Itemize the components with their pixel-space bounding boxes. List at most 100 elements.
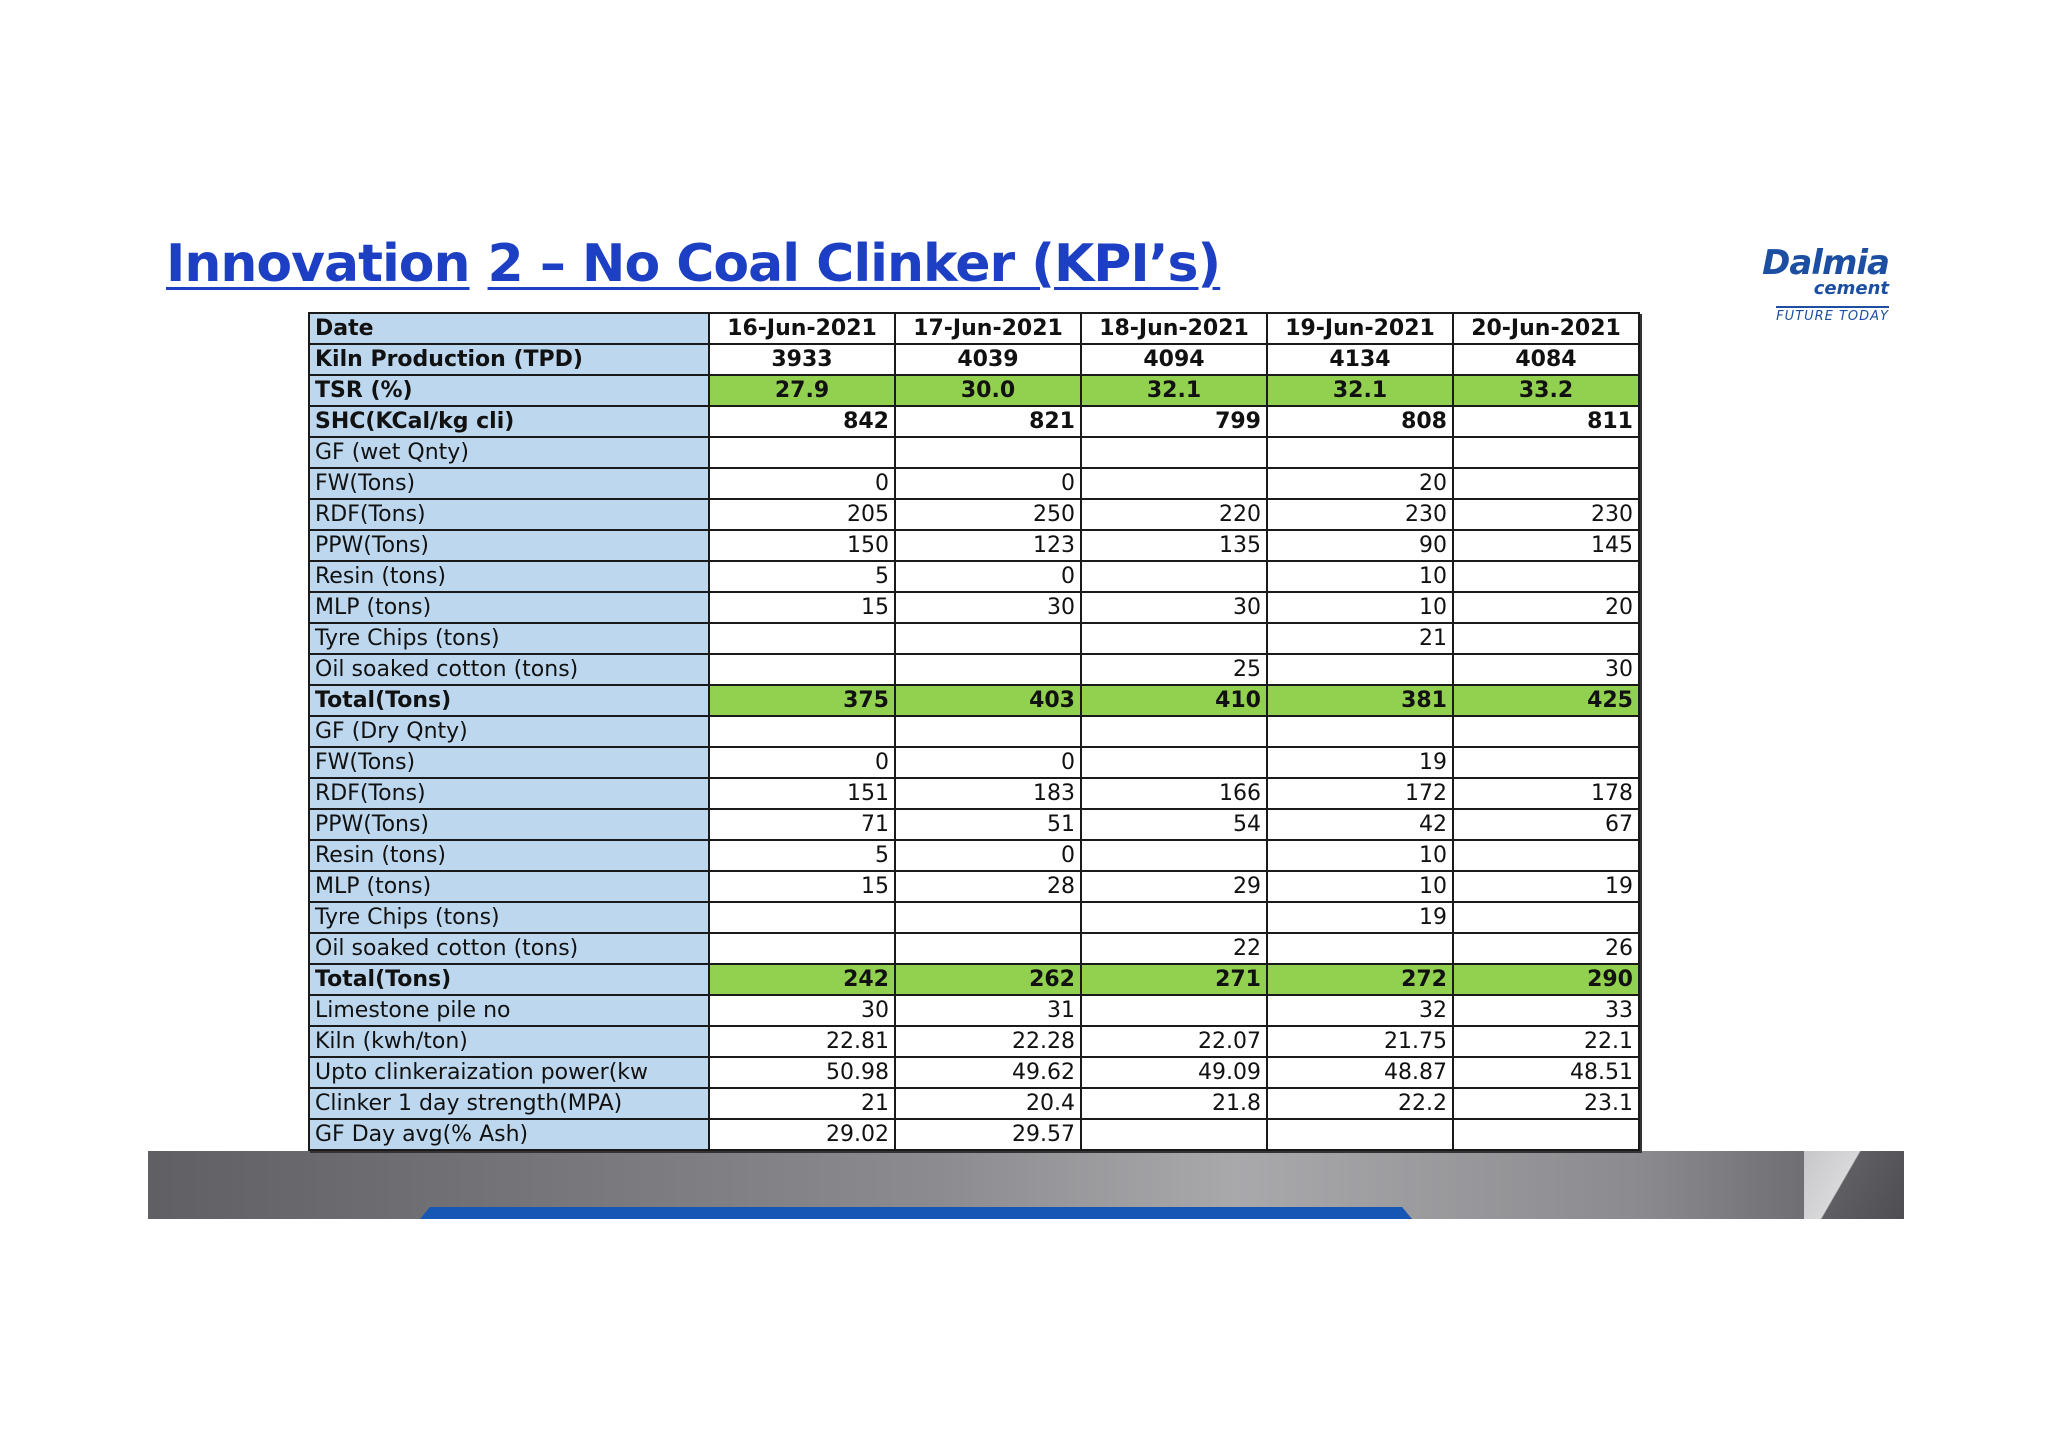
row-label: GF (wet Qnty) [308, 436, 710, 469]
table-cell: 403 [894, 684, 1082, 717]
kpi-table-body: Date 16-Jun-2021 17-Jun-2021 18-Jun-2021… [308, 312, 1640, 1151]
table-row: TSR (%) 27.9 30.0 32.1 32.1 33.2 [308, 374, 1640, 407]
table-cell: 4084 [1452, 343, 1640, 376]
table-cell: 21 [1266, 622, 1454, 655]
table-cell: 842 [708, 405, 896, 438]
table-cell: 22.1 [1452, 1025, 1640, 1058]
table-cell: 10 [1266, 560, 1454, 593]
table-cell: 22.28 [894, 1025, 1082, 1058]
table-row: Oil soaked cotton (tons) 25 30 [308, 653, 1640, 686]
table-cell: 27.9 [708, 374, 896, 407]
table-cell: 135 [1080, 529, 1268, 562]
table-cell: 23.1 [1452, 1087, 1640, 1120]
row-label: SHC(KCal/kg cli) [308, 405, 710, 438]
row-label: FW(Tons) [308, 467, 710, 500]
table-cell: 272 [1266, 963, 1454, 996]
table-cell [1080, 560, 1268, 593]
table-cell [708, 715, 896, 748]
row-label: FW(Tons) [308, 746, 710, 779]
table-row: PPW(Tons) 71 51 54 42 67 [308, 808, 1640, 841]
dalmia-cement-logo: Dalmia cement FUTURE TODAY [1745, 246, 1895, 326]
table-cell [708, 932, 896, 965]
table-row: FW(Tons) 0 0 19 [308, 746, 1640, 779]
table-cell: 19 [1266, 746, 1454, 779]
header-date-cell: 20-Jun-2021 [1452, 312, 1640, 345]
row-label: Kiln (kwh/ton) [308, 1025, 710, 1058]
table-cell: 22.81 [708, 1025, 896, 1058]
table-cell [1452, 622, 1640, 655]
table-cell: 10 [1266, 870, 1454, 903]
table-cell: 0 [894, 839, 1082, 872]
row-label: Limestone pile no [308, 994, 710, 1027]
table-cell [1080, 715, 1268, 748]
row-label: Total(Tons) [308, 684, 710, 717]
slide-title-part2: 2 – No Coal Clinker (KPI’s) [487, 234, 1222, 294]
table-cell: 0 [894, 746, 1082, 779]
table-cell: 375 [708, 684, 896, 717]
row-label: Kiln Production (TPD) [308, 343, 710, 376]
table-cell: 25 [1080, 653, 1268, 686]
table-cell: 22.07 [1080, 1025, 1268, 1058]
table-cell [708, 901, 896, 934]
table-cell: 799 [1080, 405, 1268, 438]
table-cell [894, 653, 1082, 686]
row-label: PPW(Tons) [308, 808, 710, 841]
row-label: Tyre Chips (tons) [308, 901, 710, 934]
table-cell: 22 [1080, 932, 1268, 965]
table-cell [708, 436, 896, 469]
table-cell [894, 932, 1082, 965]
table-row: Tyre Chips (tons) 19 [308, 901, 1640, 934]
logo-brand: Dalmia [1762, 243, 1890, 283]
table-cell [1266, 653, 1454, 686]
logo-tagline: FUTURE TODAY [1776, 306, 1889, 323]
table-cell: 48.51 [1452, 1056, 1640, 1089]
table-cell: 0 [894, 560, 1082, 593]
table-cell: 811 [1452, 405, 1640, 438]
table-cell: 33.2 [1452, 374, 1640, 407]
table-row: Clinker 1 day strength(MPA) 21 20.4 21.8 22.… [308, 1087, 1640, 1120]
table-cell: 67 [1452, 808, 1640, 841]
table-cell: 178 [1452, 777, 1640, 810]
logo-sub: cement [1813, 278, 1889, 299]
table-cell: 29.02 [708, 1118, 896, 1151]
row-label: Oil soaked cotton (tons) [308, 653, 710, 686]
footer-band-accent [420, 1207, 1412, 1219]
table-cell: 10 [1266, 591, 1454, 624]
table-cell: 30.0 [894, 374, 1082, 407]
table-cell [1080, 1118, 1268, 1151]
table-cell: 0 [708, 467, 896, 500]
table-cell: 205 [708, 498, 896, 531]
table-row: MLP (tons) 15 28 29 10 19 [308, 870, 1640, 903]
header-date-cell: 18-Jun-2021 [1080, 312, 1268, 345]
table-cell [1080, 436, 1268, 469]
table-cell: 3933 [708, 343, 896, 376]
table-cell: 145 [1452, 529, 1640, 562]
table-row: Total(Tons) 375 403 410 381 425 [308, 684, 1640, 717]
row-label: PPW(Tons) [308, 529, 710, 562]
table-cell [1452, 1118, 1640, 1151]
table-cell: 242 [708, 963, 896, 996]
table-cell [1452, 560, 1640, 593]
table-cell: 50.98 [708, 1056, 896, 1089]
table-cell [1452, 839, 1640, 872]
table-cell: 32.1 [1080, 374, 1268, 407]
table-cell [1080, 994, 1268, 1027]
table-cell: 21.75 [1266, 1025, 1454, 1058]
table-cell: 21.8 [1080, 1087, 1268, 1120]
table-cell: 48.87 [1266, 1056, 1454, 1089]
table-cell [1452, 901, 1640, 934]
table-cell: 0 [708, 746, 896, 779]
table-cell: 230 [1266, 498, 1454, 531]
table-row: PPW(Tons) 150 123 135 90 145 [308, 529, 1640, 562]
table-cell: 15 [708, 591, 896, 624]
table-cell [708, 653, 896, 686]
table-row: SHC(KCal/kg cli) 842 821 799 808 811 [308, 405, 1640, 438]
table-row: FW(Tons) 0 0 20 [308, 467, 1640, 500]
table-cell: 821 [894, 405, 1082, 438]
table-cell: 30 [1080, 591, 1268, 624]
table-cell: 4094 [1080, 343, 1268, 376]
table-row: Kiln (kwh/ton) 22.81 22.28 22.07 21.75 22.1 [308, 1025, 1640, 1058]
table-cell [1452, 467, 1640, 500]
row-label: Clinker 1 day strength(MPA) [308, 1087, 710, 1120]
table-cell: 20 [1452, 591, 1640, 624]
